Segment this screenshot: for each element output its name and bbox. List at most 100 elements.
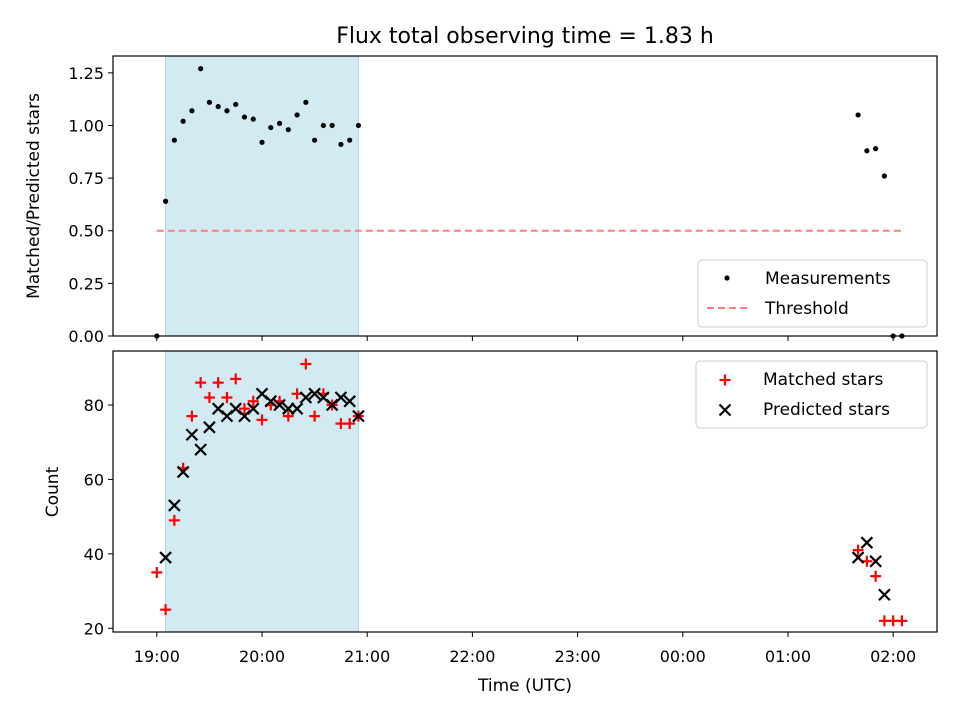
- predicted-star-point: [851, 551, 865, 564]
- bottom-panel: 20 40 60 80 19:00 20:00 21:00 22:00 23:00 00:00 01…: [43, 350, 938, 696]
- measurement-point: [250, 116, 256, 122]
- measurement-point: [881, 173, 888, 179]
- bottom-legend-frame: [695, 360, 928, 429]
- matched-star-point: [186, 410, 198, 422]
- measurement-point: [189, 108, 195, 114]
- matched-star-point: [300, 358, 312, 370]
- matched-star-point: [168, 514, 180, 526]
- predicted-star-point: [860, 536, 874, 549]
- matched-star-point: [247, 395, 259, 407]
- matched-star-point: [309, 410, 321, 422]
- measurement-point: [259, 139, 265, 145]
- x-tick-label: 21:00: [344, 647, 390, 666]
- matched-star-point: [896, 615, 908, 627]
- measurement-point: [285, 127, 291, 133]
- measurement-point: [180, 118, 186, 124]
- measurement-point: [347, 137, 353, 143]
- legend-label-predicted: Predicted stars: [763, 400, 890, 420]
- top-axis-ticks: 0.00 0.25 0.50 0.75 1.00 1.25: [68, 64, 894, 346]
- matched-star-point: [221, 392, 233, 404]
- measurement-point: [320, 122, 326, 129]
- measurement-point: [338, 141, 344, 148]
- measurement-point: [864, 148, 870, 154]
- measurement-point: [268, 124, 274, 131]
- chart-title: Flux total observing time = 1.83 h: [336, 24, 714, 49]
- predicted-star-point: [194, 443, 207, 456]
- matched-star-point: [160, 604, 172, 616]
- measurement-point: [303, 99, 309, 105]
- matched-star-point: [230, 373, 242, 385]
- count-points: [151, 358, 908, 627]
- legend-marker-matched: [719, 374, 731, 386]
- legend-marker-predicted: [718, 403, 732, 417]
- y-tick-label: 80: [84, 396, 104, 415]
- predicted-star-point: [299, 391, 313, 404]
- x-tick-label: 01:00: [765, 647, 811, 666]
- measurement-point: [312, 137, 318, 143]
- matched-star-point: [852, 544, 864, 556]
- predicted-star-point: [273, 398, 286, 412]
- top-panel: Flux total observing time = 1.83 h 0.000…: [24, 24, 938, 346]
- y-tick-label: 0.00: [68, 327, 104, 346]
- measurement-point: [224, 108, 230, 114]
- matched-star-point: [238, 403, 250, 415]
- measurement-point: [215, 103, 221, 110]
- observing-window-shade: [165, 55, 359, 337]
- legend-plus-glyph: [719, 374, 731, 386]
- x-tick-label: 02:00: [870, 647, 916, 666]
- x-tick-label: 00:00: [660, 647, 706, 666]
- y-tick-label: 20: [84, 619, 104, 638]
- y-tick-label: 1.25: [68, 64, 104, 83]
- measurement-point: [198, 66, 204, 72]
- top-legend: Measurements Threshold: [697, 259, 928, 328]
- measurement-point: [276, 120, 283, 126]
- y-tick-label: 60: [84, 470, 104, 489]
- matched-star-point: [151, 566, 163, 578]
- observing-window-shade: [165, 350, 359, 633]
- top-axes-frame: [112, 55, 938, 337]
- matched-star-point: [282, 410, 294, 422]
- predicted-star-point: [334, 391, 348, 404]
- predicted-star-point: [264, 394, 278, 408]
- measurement-point: [162, 198, 169, 204]
- matched-star-point: [256, 414, 268, 426]
- measurement-point: [233, 101, 239, 108]
- legend-label-measurements: Measurements: [765, 269, 891, 289]
- x-tick-label: 20:00: [239, 647, 285, 666]
- top-legend-frame: [697, 259, 928, 328]
- y-tick-label: 0.25: [68, 274, 104, 293]
- matched-star-point: [344, 418, 356, 430]
- matched-star-point: [870, 570, 882, 582]
- measurement-point: [873, 146, 879, 152]
- predicted-star-point: [203, 421, 216, 434]
- predicted-star-point: [343, 394, 356, 408]
- x-tick-label: 22:00: [449, 647, 495, 666]
- x-axis-label: Time (UTC): [477, 676, 572, 696]
- measurement-points: [154, 66, 905, 339]
- matched-star-point: [212, 377, 224, 389]
- predicted-star-point: [308, 387, 321, 401]
- predicted-star-point: [290, 402, 304, 415]
- bottom-legend: Matched stars Predicted stars: [695, 360, 928, 429]
- measurement-point: [855, 112, 861, 118]
- matched-star-point: [203, 392, 215, 404]
- predicted-star-point: [168, 499, 181, 512]
- y-tick-label: 0.75: [68, 169, 104, 188]
- matched-star-point: [195, 377, 207, 389]
- legend-label-threshold: Threshold: [764, 299, 849, 319]
- measurement-point: [355, 122, 362, 129]
- measurement-point: [329, 122, 335, 129]
- predicted-star-point: [159, 551, 172, 564]
- x-tick-label: 23:00: [555, 647, 601, 666]
- measurement-point: [171, 137, 177, 143]
- top-y-axis-label: Matched/Predicted stars: [24, 93, 44, 299]
- legend-marker-measurements: [724, 275, 730, 281]
- y-tick-label: 1.00: [68, 116, 104, 135]
- bottom-axes-frame: [112, 350, 938, 633]
- bottom-axis-ticks: 20 40 60 80 19:00 20:00 21:00 22:00 23:00 00:00 01…: [84, 396, 917, 666]
- predicted-star-point: [176, 465, 190, 479]
- y-tick-label: 0.50: [68, 222, 104, 241]
- legend-cross-glyph: [718, 403, 732, 417]
